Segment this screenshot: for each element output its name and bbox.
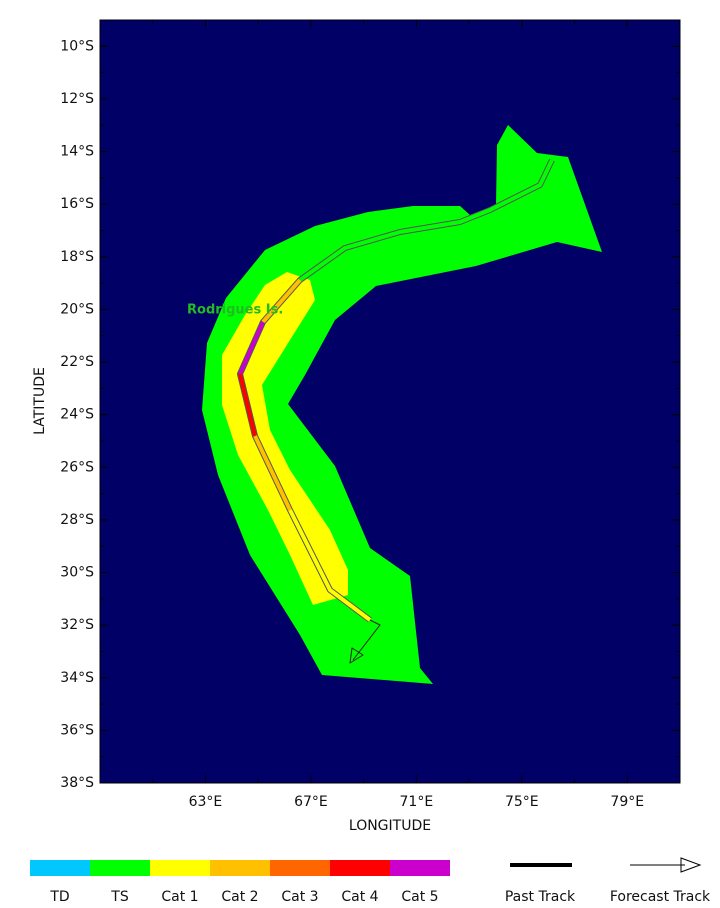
track-cat2b: [253, 435, 292, 511]
legend-label: Cat 2: [221, 889, 258, 904]
storm-track: [237, 158, 555, 664]
legend-swatch: [270, 860, 330, 876]
legend-label: Cat 4: [341, 889, 378, 904]
y-tick-label: 12°S: [60, 91, 94, 107]
track-cat4: [238, 373, 257, 437]
cat1-swath: [222, 272, 348, 605]
wind-swath: [202, 125, 602, 684]
y-axis-label: LATITUDE: [32, 367, 48, 435]
y-tick-label: 22°S: [60, 354, 94, 370]
legend-label: Cat 1: [161, 889, 198, 904]
x-tick-label: 79°E: [610, 794, 644, 810]
y-tick-label: 32°S: [60, 617, 94, 633]
legend-swatch: [90, 860, 150, 876]
x-tick-label: 75°E: [505, 794, 539, 810]
place-label: Rodrigues Is.: [187, 303, 283, 318]
legend-swatch: [150, 860, 210, 876]
forecast-arrow-key: [680, 857, 702, 873]
legend-swatch: [30, 860, 90, 876]
track-cat5: [238, 321, 265, 375]
y-tick-label: 14°S: [60, 144, 94, 160]
y-tick-label: 16°S: [60, 196, 94, 212]
y-tick-label: 18°S: [60, 249, 94, 265]
frame: [99, 19, 681, 784]
legend-label: Cat 5: [401, 889, 438, 904]
legend-label: Cat 3: [281, 889, 318, 904]
x-tick-label: 67°E: [294, 794, 328, 810]
forecast-track: [352, 619, 381, 661]
forecast-arrowhead: [349, 647, 364, 664]
legend-swatch: [330, 860, 390, 876]
forecast-track-label: Forecast Track: [610, 889, 711, 904]
x-tick-label: 71°E: [400, 794, 434, 810]
y-tick-label: 24°S: [60, 407, 94, 423]
legend-swatch: [210, 860, 270, 876]
y-tick-label: 36°S: [60, 722, 94, 738]
legend-label: TS: [110, 889, 129, 904]
y-tick-label: 20°S: [60, 301, 94, 317]
x-axis-label: LONGITUDE: [349, 818, 431, 834]
track-ts: [298, 159, 554, 282]
y-tick-label: 26°S: [60, 459, 94, 475]
y-tick-label: 10°S: [60, 38, 94, 54]
track-cat1: [288, 509, 372, 622]
track-cat2: [261, 278, 302, 324]
y-tick-label: 38°S: [60, 775, 94, 791]
y-tick-label: 34°S: [60, 670, 94, 686]
legend-label: TD: [49, 889, 69, 904]
y-tick-label: 28°S: [60, 512, 94, 528]
x-tick-label: 63°E: [189, 794, 223, 810]
past-track-label: Past Track: [505, 889, 576, 904]
legend-swatch: [390, 860, 450, 876]
y-tick-label: 30°S: [60, 565, 94, 581]
